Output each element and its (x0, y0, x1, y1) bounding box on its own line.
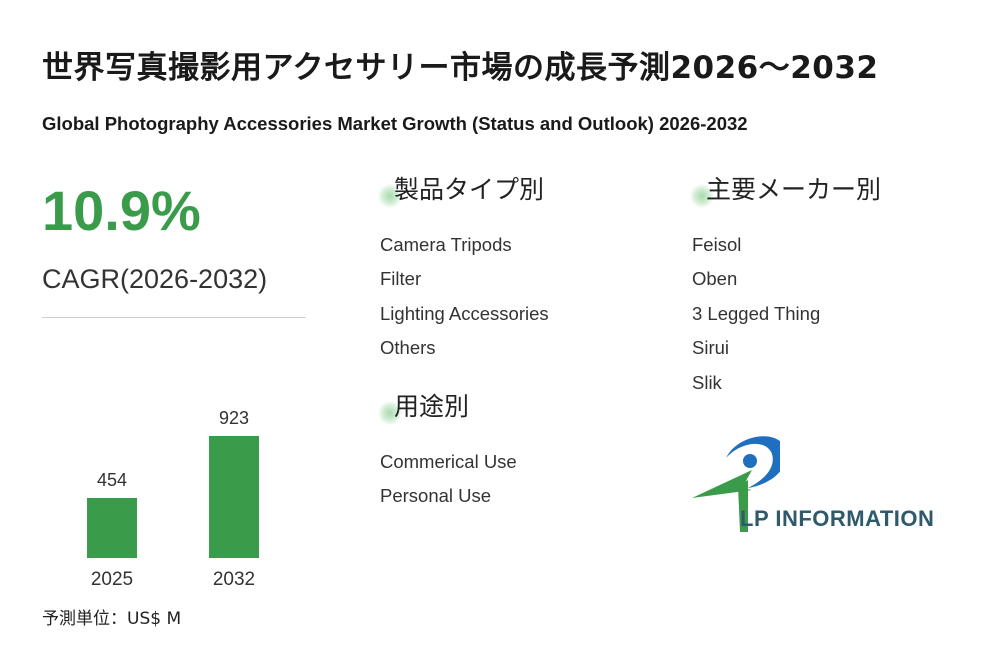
segment-heading-manufacturer: 主要メーカー別 (706, 175, 882, 204)
list-item: Camera Tripods (380, 234, 512, 255)
cagr-value: 10.9% (42, 179, 201, 242)
unit-label: 予測単位：US$ M (42, 609, 182, 629)
list-item: Sirui (692, 337, 730, 358)
divider (42, 317, 306, 318)
data-label: 923 (219, 408, 249, 428)
bullet-dot-icon (378, 401, 402, 425)
list-item: Oben (692, 268, 738, 289)
list-item: Filter (380, 268, 422, 289)
bullet-dot-icon (378, 184, 402, 208)
bullet-dot-icon (690, 184, 714, 208)
bar-2032 (209, 436, 259, 558)
company-logo: LP INFORMATION (690, 428, 970, 538)
x-tick-label: 2025 (91, 569, 133, 590)
list-item: Personal Use (380, 485, 492, 506)
list-item: Feisol (692, 234, 742, 255)
data-label: 454 (97, 470, 127, 490)
logo-text: LP INFORMATION (740, 506, 935, 531)
page-subtitle: Global Photography Accessories Market Gr… (42, 113, 748, 134)
segment-heading-application: 用途別 (394, 392, 470, 421)
lp-information-logo-icon (692, 436, 780, 532)
bar-2025 (87, 497, 137, 558)
list-item: 3 Legged Thing (692, 303, 821, 324)
x-tick-label: 2032 (213, 569, 255, 590)
cagr-label: CAGR(2026-2032) (42, 264, 268, 294)
list-item: Slik (692, 372, 722, 393)
list-item: Lighting Accessories (380, 303, 549, 324)
list-item: Others (380, 337, 436, 358)
list-item: Commerical Use (380, 451, 517, 472)
bar-chart: 454 2025 923 2032 (87, 408, 259, 590)
page-title: 世界写真撮影用アクセサリー市場の成長予測2026～2032 (42, 50, 879, 86)
segment-heading-type: 製品タイプ別 (394, 175, 545, 204)
